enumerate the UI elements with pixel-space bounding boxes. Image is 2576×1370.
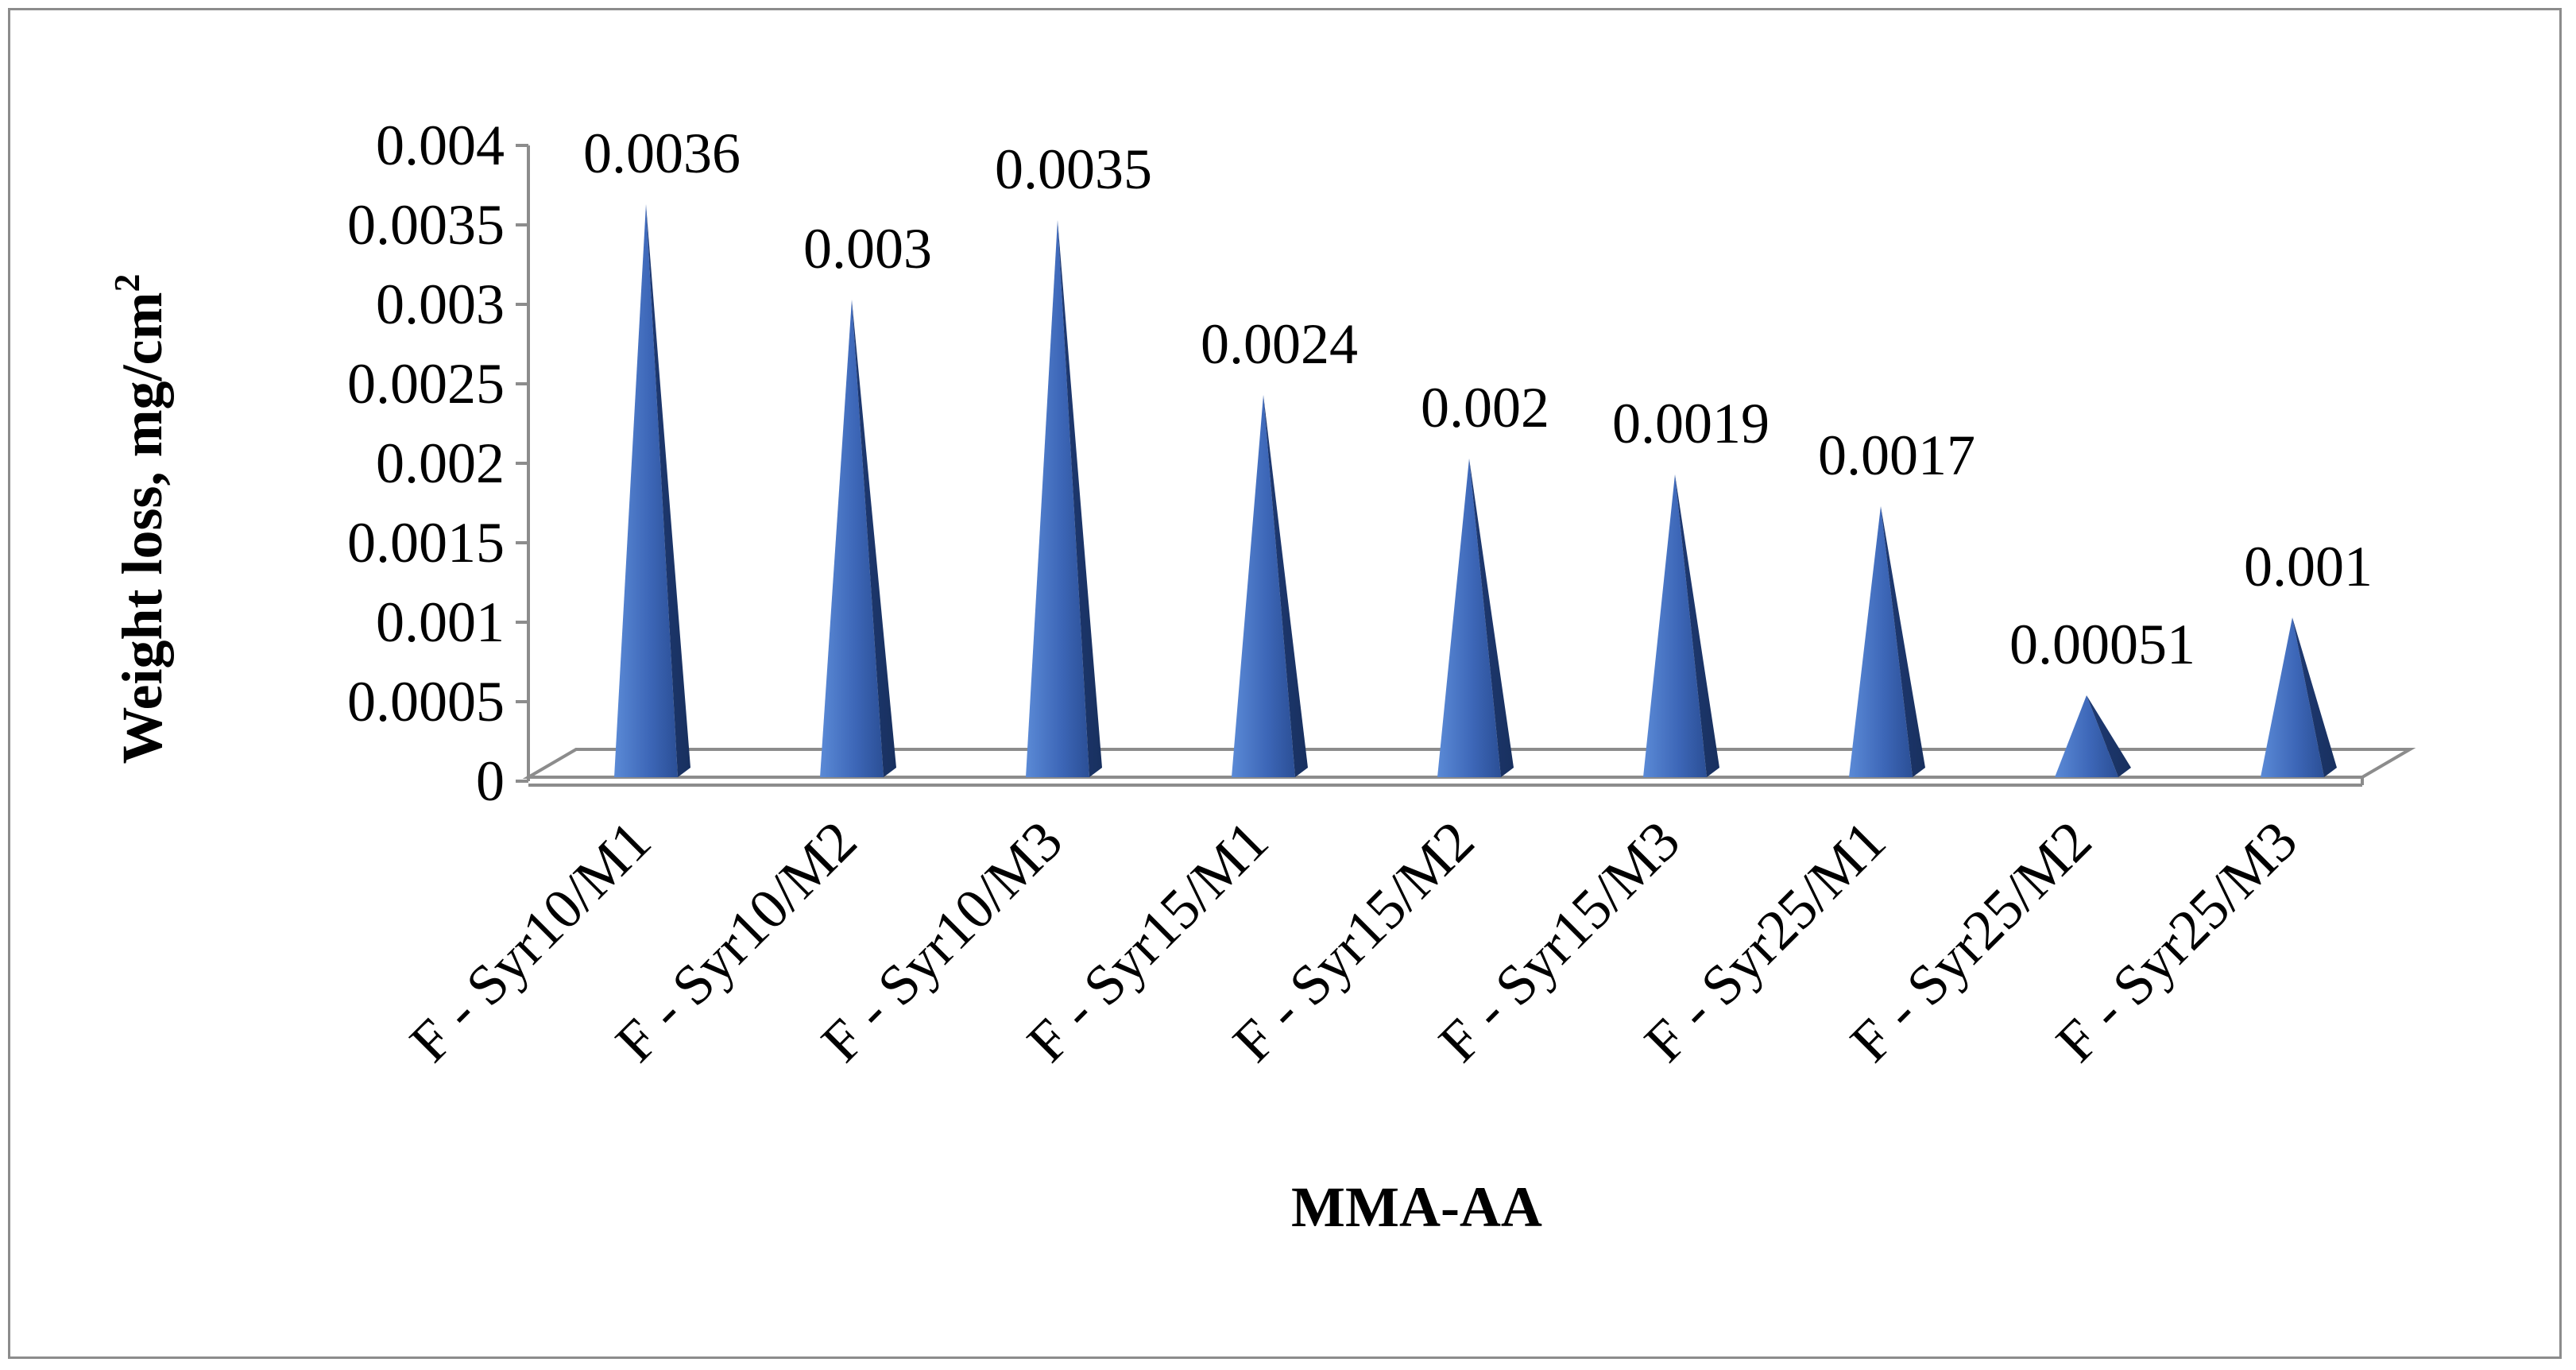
bar bbox=[2055, 695, 2131, 777]
bar-cone-side bbox=[1881, 506, 1925, 777]
y-axis: 0 0.0005 0.001 0.0015 0.002 0.0025 0.003 0.0035… bbox=[347, 114, 530, 813]
bar-cone-front bbox=[1026, 220, 1089, 777]
floor-plane bbox=[522, 748, 2416, 779]
bar bbox=[1437, 459, 1514, 777]
data-label: 0.0035 bbox=[995, 137, 1152, 201]
plot-floor bbox=[522, 748, 2416, 787]
data-label: 0.002 bbox=[1421, 376, 1549, 439]
y-tick-label: 0.002 bbox=[376, 432, 505, 495]
bar-cone-side bbox=[852, 300, 896, 777]
bar-cone-front bbox=[1232, 395, 1295, 777]
bar bbox=[1643, 474, 1719, 777]
bar bbox=[1026, 220, 1102, 777]
bar-cone-side bbox=[1469, 459, 1514, 777]
bar-cone-front bbox=[1849, 506, 1913, 777]
bar-cone-side bbox=[646, 204, 690, 777]
bar-cone-side bbox=[2087, 695, 2131, 777]
bar-cone-side bbox=[2292, 617, 2337, 777]
bar-cone-side bbox=[1058, 220, 1102, 777]
data-label: 0.0024 bbox=[1201, 312, 1358, 376]
bar-cone-front bbox=[1643, 474, 1707, 777]
bar bbox=[820, 300, 896, 777]
y-tick-label: 0.0015 bbox=[347, 511, 505, 575]
bar-cone-front bbox=[614, 204, 678, 777]
data-label: 0.00051 bbox=[2009, 613, 2195, 676]
data-labels: 0.0036 0.003 0.0035 0.0024 0.002 0.0019 0.0017… bbox=[583, 122, 2373, 676]
y-tick-label: 0.001 bbox=[376, 590, 505, 654]
y-axis-title-superscript: 2 bbox=[106, 274, 147, 292]
y-tick-label: 0.0025 bbox=[347, 352, 505, 416]
bar bbox=[2261, 617, 2337, 777]
chart-frame: 0 0.0005 0.001 0.0015 0.002 0.0025 0.003 0.0035… bbox=[8, 8, 2562, 1359]
x-axis-categories: F - Syr10/M1F - Syr10/M2F - Syr10/M3F - … bbox=[398, 809, 2310, 1074]
y-tick-label: 0.0005 bbox=[347, 670, 505, 733]
y-axis-title-main: Weight loss, mg/cm bbox=[110, 292, 174, 764]
bar-cone-side bbox=[1263, 395, 1308, 777]
bar bbox=[1849, 506, 1925, 777]
bar-cone-side bbox=[1675, 474, 1719, 777]
bar-cone-front bbox=[1437, 459, 1501, 777]
bar-cone-front bbox=[820, 300, 884, 777]
bar-cone-front bbox=[2055, 695, 2118, 777]
data-label: 0.001 bbox=[2244, 535, 2373, 598]
data-label: 0.0019 bbox=[1612, 392, 1770, 455]
y-tick-label: 0 bbox=[476, 749, 505, 813]
bars bbox=[614, 204, 2337, 777]
bar bbox=[1232, 395, 1308, 777]
y-axis-title: Weight loss, mg/cm2 bbox=[106, 274, 174, 764]
chart-svg: 0 0.0005 0.001 0.0015 0.002 0.0025 0.003 0.0035… bbox=[106, 114, 2416, 1239]
data-label: 0.0036 bbox=[583, 122, 741, 185]
y-tick-label: 0.003 bbox=[376, 273, 505, 336]
y-tick-label: 0.004 bbox=[376, 114, 505, 177]
x-axis-title: MMA-AA bbox=[1291, 1175, 1542, 1239]
bar-cone-front bbox=[2261, 617, 2324, 777]
bar bbox=[614, 204, 690, 777]
data-label: 0.0017 bbox=[1818, 424, 1975, 487]
data-label: 0.003 bbox=[803, 217, 932, 281]
y-tick-label: 0.0035 bbox=[347, 193, 505, 257]
